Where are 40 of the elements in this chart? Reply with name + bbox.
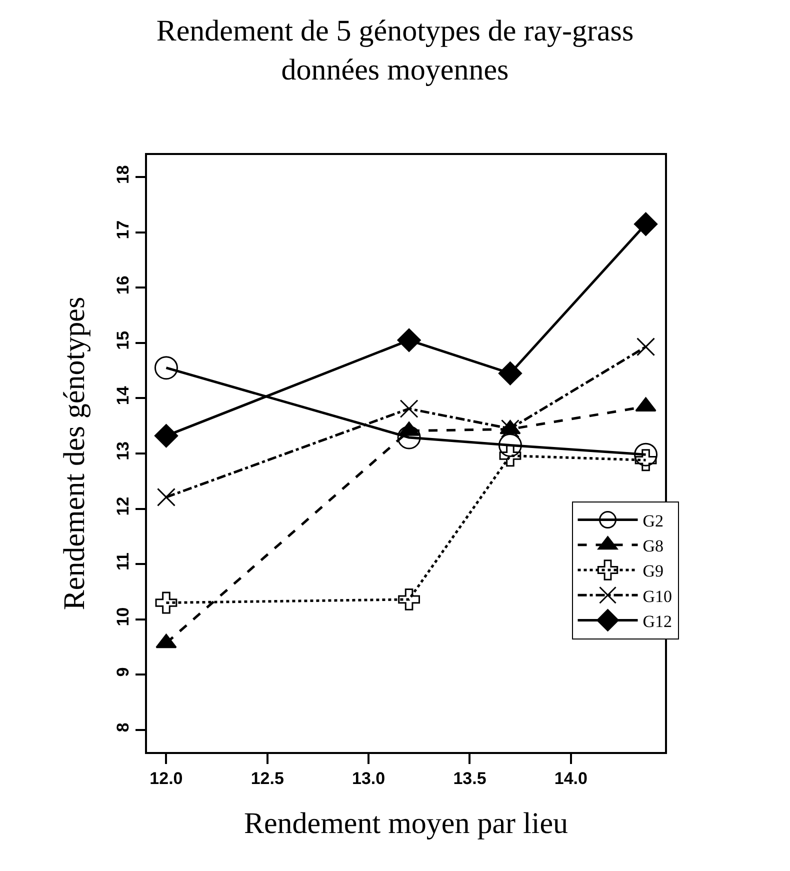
point: [154, 424, 178, 448]
point: [400, 399, 418, 418]
legend-label: G12: [642, 612, 672, 631]
x-tick-label: 13.0: [352, 769, 386, 788]
point: [155, 592, 178, 614]
point: [636, 338, 656, 356]
x-tick-label: 14.0: [554, 769, 588, 788]
legend-label: G2: [642, 511, 664, 530]
y-tick-label: 8: [113, 722, 132, 732]
legend-label: G10: [642, 586, 672, 606]
x-tick-label: 12.0: [150, 769, 183, 788]
legend-label: G8: [642, 536, 664, 556]
chart-title: Rendement de 5 génotypes de ray-grass données moyennes: [156, 14, 634, 86]
point: [634, 442, 658, 466]
point: [499, 444, 522, 467]
legend-label: G9: [642, 562, 664, 581]
y-tick-label: 11: [113, 552, 132, 570]
y-tick-label: 9: [113, 667, 132, 677]
point: [156, 488, 176, 506]
y-tick-label: 14: [113, 386, 132, 406]
y-tick-label: 12: [113, 496, 132, 516]
y-tick-label: 15: [113, 330, 132, 350]
point: [498, 362, 522, 386]
point: [500, 419, 520, 438]
y-tick-label: 10: [113, 607, 132, 626]
y-tick-label: 13: [113, 441, 132, 460]
point: [634, 212, 658, 236]
y-axis-title: Rendement des génotypes: [58, 296, 91, 610]
y-tick-label: 18: [113, 165, 132, 184]
point: [397, 426, 421, 450]
y-tick-label: 17: [113, 220, 132, 240]
y-tick-label: 16: [113, 276, 132, 295]
point: [397, 328, 421, 352]
point: [634, 449, 657, 472]
x-tick-label: 12.5: [250, 769, 284, 788]
x-axis-title: Rendement moyen par lieu: [244, 807, 568, 840]
point: [154, 356, 178, 380]
point: [398, 588, 420, 610]
point: [498, 433, 522, 457]
x-tick-label: 13.5: [453, 769, 486, 788]
